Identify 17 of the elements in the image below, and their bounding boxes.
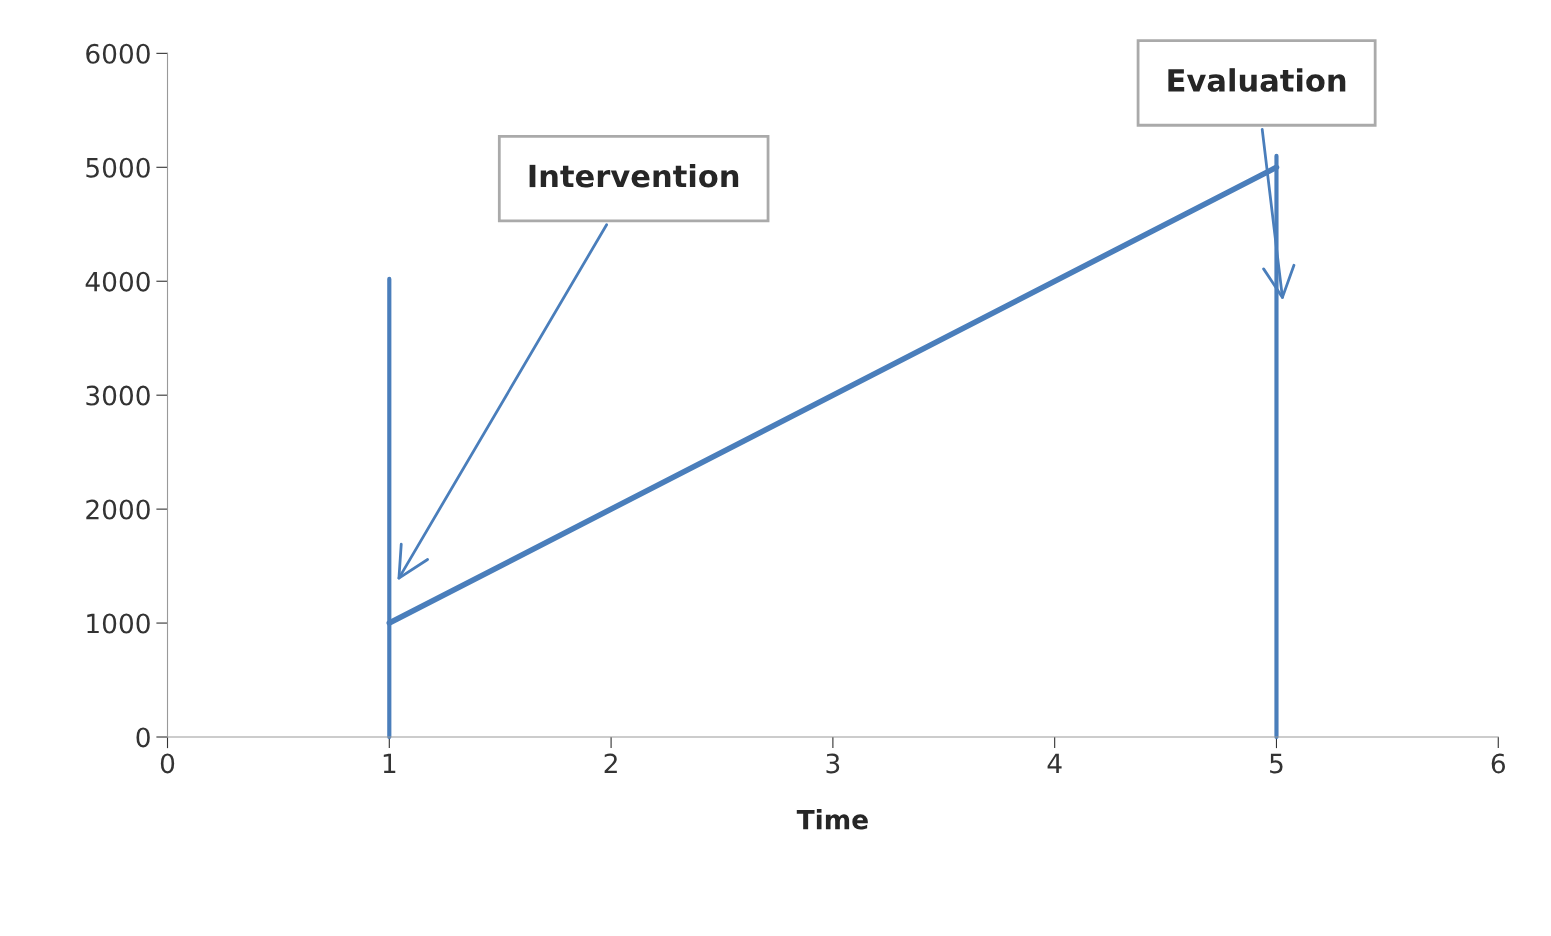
- ref-line-label: Evaluation: [1168, 68, 1346, 92]
- y-tick-label: 5000: [86, 157, 150, 178]
- y-tick-label: 0: [136, 727, 150, 748]
- x-tick-label: 6: [1491, 753, 1505, 774]
- x-tick-label: 2: [604, 753, 617, 774]
- x-tick-label: 1: [383, 753, 396, 774]
- x-axis-title: Time: [796, 809, 868, 830]
- y-tick-label: 1000: [87, 613, 150, 634]
- y-tick-label: 4000: [85, 271, 150, 292]
- x-tick-label: 4: [1047, 753, 1062, 774]
- x-tick-label: 0: [160, 753, 175, 774]
- y-tick-label: 3000: [86, 385, 150, 406]
- y-tick-label: 6000: [86, 43, 150, 64]
- y-tick-label: 2000: [86, 499, 150, 520]
- x-tick-label: 5: [1270, 753, 1283, 774]
- x-tick-label: 3: [826, 753, 840, 774]
- ref-line-label: Intervention: [529, 163, 739, 188]
